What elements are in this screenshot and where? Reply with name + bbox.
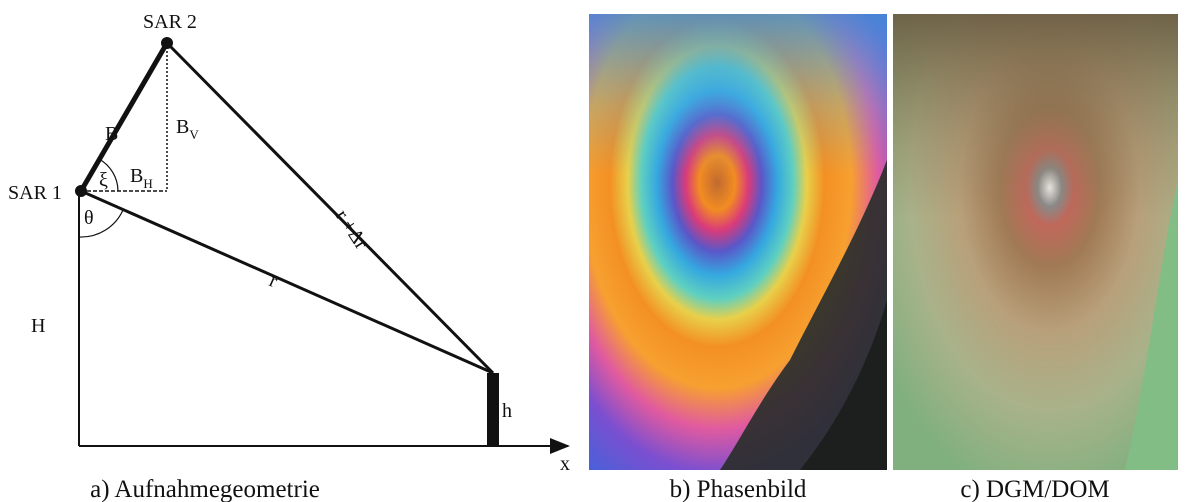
caption: c) DGM/DOM — [960, 476, 1109, 502]
label: x — [560, 453, 570, 475]
label: ξ — [99, 169, 108, 191]
theta-arc — [78, 209, 124, 238]
baseline — [78, 41, 170, 193]
geometry-diagram: SAR 2 SAR 1 B BV BH ξ θ r +Δr r H h x — [8, 11, 570, 475]
label: θ — [84, 207, 94, 229]
range-line — [80, 189, 494, 375]
phase-image — [589, 14, 887, 470]
label: h — [502, 400, 512, 422]
label: B — [105, 123, 118, 145]
object — [487, 373, 499, 446]
caption: a) Aufnahmegeometrie — [90, 476, 320, 502]
label: H — [31, 315, 45, 337]
xi-arc — [98, 158, 119, 192]
range-delta-line — [165, 41, 495, 375]
label: BV — [176, 116, 199, 142]
sar2-point — [161, 37, 173, 49]
dem-image — [893, 14, 1178, 470]
label: BH — [130, 165, 153, 191]
caption: b) Phasenbild — [670, 476, 807, 502]
label: SAR 1 — [8, 182, 62, 204]
label: SAR 2 — [143, 11, 197, 33]
sar1-point — [75, 185, 87, 197]
